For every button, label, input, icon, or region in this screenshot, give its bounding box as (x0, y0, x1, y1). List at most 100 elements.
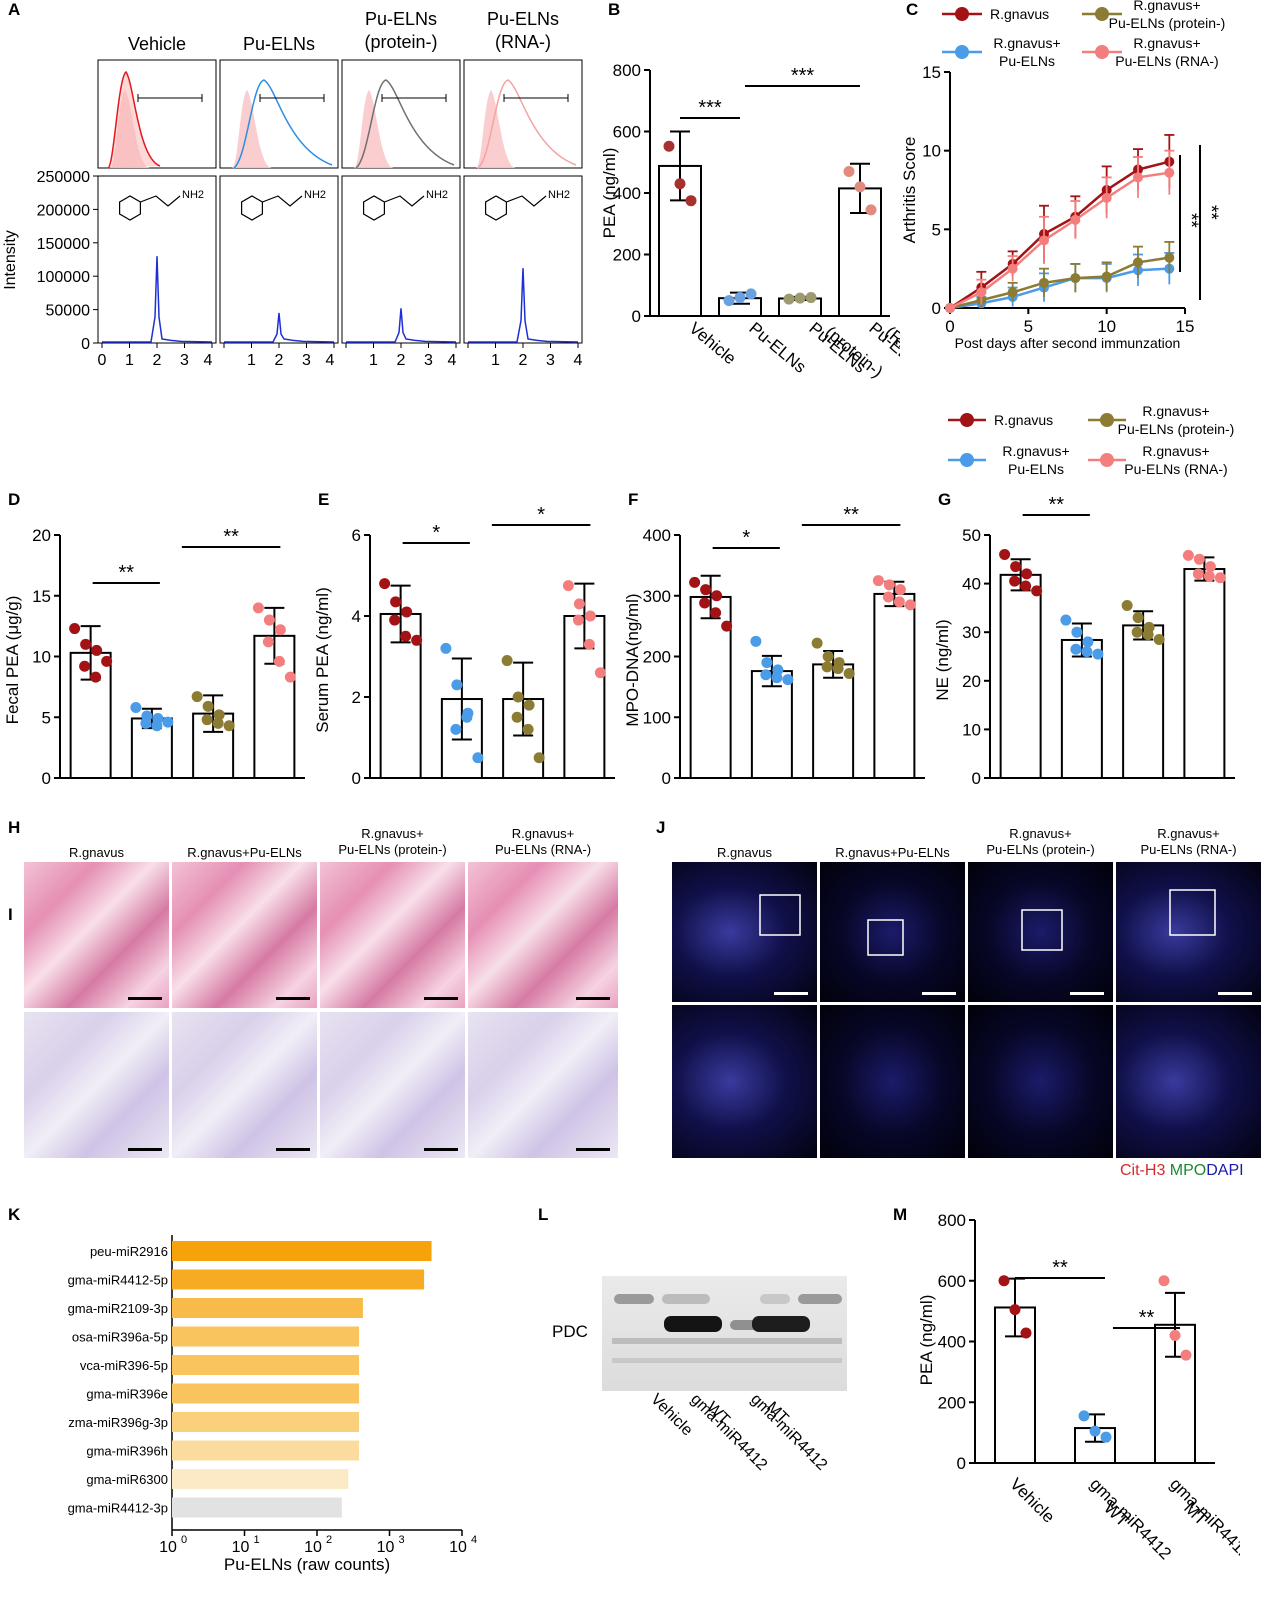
y-tick-label: 0 (81, 336, 90, 353)
data-point (1009, 1304, 1021, 1316)
x-tick-label: 0 (945, 317, 954, 336)
legend-label: Pu-ELNs (protein-) (1118, 421, 1235, 437)
data-point (284, 671, 296, 683)
significance-label: ** (1180, 213, 1201, 228)
category-label: gma-miR2109-3p (68, 1301, 168, 1316)
x-tick-label: 3 (180, 352, 189, 369)
y-tick-label: 200000 (37, 202, 90, 219)
chromatogram-frame (341, 175, 461, 344)
y-tick-label: 20 (32, 526, 51, 545)
x-category-label: gma-miR4412 (1086, 1474, 1175, 1563)
x-tick-label: 5 (1024, 317, 1033, 336)
ethylamine-chain-icon (384, 195, 425, 207)
y-tick-label: 10 (922, 142, 941, 161)
data-point (1182, 549, 1194, 561)
panel-label-k: K (8, 1205, 21, 1224)
legend-marker (1100, 413, 1114, 427)
h-title-1: R.gnavus (69, 845, 124, 860)
data-point (854, 181, 866, 193)
data-point (893, 596, 905, 608)
data-point (472, 752, 484, 764)
y-axis-label: Intensity (2, 230, 19, 290)
data-point (213, 709, 225, 721)
data-point (1101, 271, 1112, 282)
x-tick-label: 2 (153, 352, 162, 369)
data-point (882, 591, 894, 603)
data-point (461, 711, 473, 723)
y-tick-label: 50000 (46, 303, 91, 320)
series-line (949, 171, 1170, 310)
data-point (865, 204, 877, 216)
y-axis-label: Fecal PEA (μg/g) (3, 596, 22, 725)
data-point (689, 576, 701, 588)
significance-label: ** (1139, 1307, 1155, 1329)
x-tick-exponent: 4 (471, 1534, 477, 1546)
y-tick-label: 400 (613, 184, 641, 203)
x-axis-label: Pu-ELNs (raw counts) (224, 1555, 390, 1574)
he-image-rna-minus (468, 862, 618, 1008)
data-point (699, 597, 711, 609)
data-point (723, 295, 735, 307)
y-tick-label: 10 (32, 648, 51, 667)
legend-d-g: R.gnavus R.gnavus+ Pu-ELNs (protein-) R.gna… (948, 403, 1235, 477)
h-title-4: R.gnavus+ Pu-ELNs (RNA-) (494, 826, 592, 857)
data-point (151, 720, 163, 732)
panel-label-i: I (8, 905, 13, 924)
x-tick-label: 1 (491, 352, 500, 369)
chromatogram-trace (102, 256, 213, 343)
data-point (400, 630, 412, 642)
legend-label: Pu-ELNs (RNA-) (1115, 53, 1218, 69)
bar (172, 1269, 425, 1290)
legend-marker (1095, 45, 1109, 59)
category-label: gma-miR4412-5p (68, 1273, 168, 1288)
significance-label: *** (791, 65, 815, 87)
data-point (451, 679, 463, 691)
histogram-frame (219, 59, 339, 169)
category-label: gma-miR6300 (86, 1472, 168, 1487)
y-tick-label: 200 (643, 648, 671, 667)
data-point (1081, 646, 1093, 658)
y-tick-label: 10 (962, 720, 981, 739)
fluor-roi-boxes (759, 889, 1216, 956)
data-point (794, 292, 806, 304)
benzene-ring-icon (119, 195, 141, 221)
chromatogram-trace (346, 308, 457, 343)
data-point (822, 651, 834, 662)
data-point (512, 691, 524, 703)
data-point (782, 674, 794, 686)
amine-label: NH2 (182, 189, 204, 201)
blot-band-label: PDC (552, 1322, 588, 1341)
significance-label: * (432, 522, 440, 544)
y-tick-label: 200 (613, 246, 641, 265)
y-tick-label: 0 (662, 769, 671, 788)
data-point (1142, 629, 1154, 641)
chromatogram-frame (463, 175, 583, 344)
y-tick-label: 600 (938, 1272, 966, 1291)
x-axis-label: Post days after second immunzation (955, 335, 1181, 351)
category-label: gma-miR4412-3p (68, 1501, 168, 1516)
y-tick-label: 50 (962, 526, 981, 545)
significance-label: ** (843, 504, 859, 526)
data-point (389, 614, 401, 626)
x-tick-label: 4 (326, 352, 335, 369)
group-subtitle: (RNA-) (495, 32, 551, 52)
y-tick-label: 5 (932, 220, 941, 239)
data-point (894, 584, 906, 596)
y-tick-label: 400 (938, 1333, 966, 1352)
y-tick-label: 0 (932, 299, 941, 318)
data-point (130, 702, 142, 714)
data-point (721, 620, 733, 632)
category-label: zma-miR396g-3p (68, 1415, 168, 1430)
panel-label-c: C (906, 0, 919, 19)
benzene-ring-icon (363, 195, 385, 221)
data-point (1133, 257, 1143, 268)
y-tick-label: 20 (962, 672, 981, 691)
h-title-3: R.gnavus+ Pu-ELNs (protein-) (338, 826, 447, 857)
data-point (843, 165, 855, 177)
data-point (411, 634, 423, 646)
x-tick-label: 3 (546, 352, 555, 369)
y-tick-label: 800 (613, 61, 641, 80)
legend-label: R.gnavus+ (993, 35, 1060, 51)
